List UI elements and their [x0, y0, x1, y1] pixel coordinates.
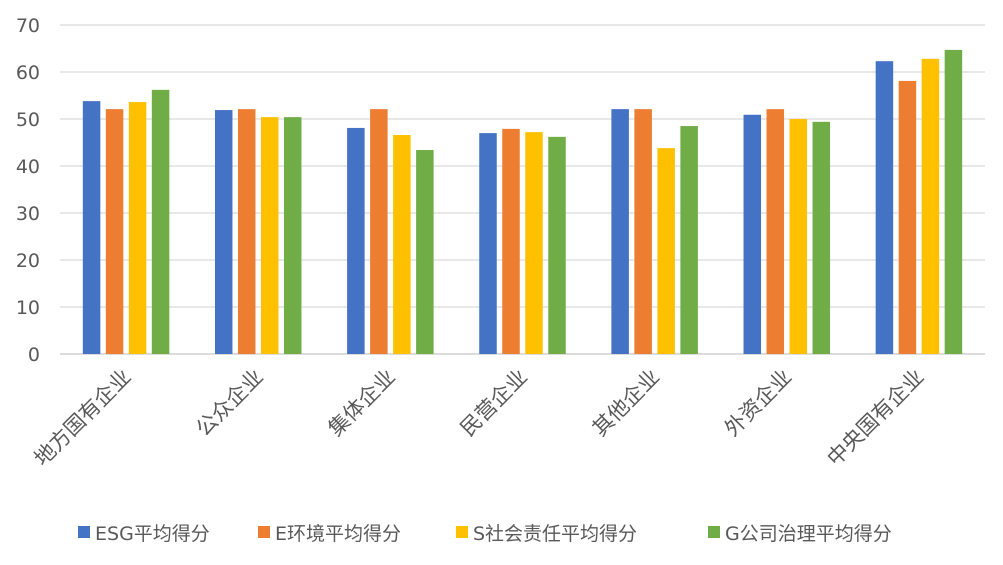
legend-label: S社会责任平均得分	[473, 523, 637, 545]
bar-1-0	[214, 110, 233, 354]
y-tick-label: 30	[16, 203, 40, 225]
bar-3-3	[548, 136, 566, 354]
y-tick-label: 20	[16, 250, 40, 272]
x-tick-label: 公众企业	[191, 365, 267, 441]
gridlines	[60, 24, 985, 355]
x-tick-label: 民营企业	[456, 365, 532, 441]
bar-4-2	[657, 148, 675, 354]
bar-6-2	[921, 58, 940, 355]
x-tick-label: 外资企业	[720, 365, 796, 441]
legend-swatch	[708, 526, 720, 538]
bar-3-2	[525, 132, 543, 354]
bar-1-2	[260, 117, 279, 355]
bar-6-1	[898, 80, 917, 355]
y-tick-label: 70	[16, 15, 40, 37]
x-axis-ticks: 地方国有企业 公众企业 集体企业 民营企业 其他企业 外资企业 中央国有企业	[30, 365, 929, 471]
bars	[82, 49, 963, 355]
legend-swatch	[456, 526, 468, 538]
bar-0-0	[82, 101, 101, 354]
y-tick-label: 40	[16, 156, 40, 178]
legend-swatch	[258, 526, 270, 538]
x-tick-label: 其他企业	[588, 365, 664, 441]
legend-swatch	[78, 526, 90, 538]
bar-5-3	[812, 121, 831, 354]
bar-3-0	[479, 133, 497, 354]
bar-4-1	[634, 109, 652, 354]
bar-0-3	[151, 89, 170, 355]
y-axis-ticks: 0 10 20 30 40 50 60 70	[16, 15, 40, 366]
legend-label: ESG平均得分	[95, 523, 210, 545]
bar-1-1	[237, 109, 256, 354]
bar-5-2	[789, 119, 808, 354]
bar-4-0	[611, 109, 629, 354]
bar-4-3	[680, 126, 698, 354]
x-tick-label: 中央国有企业	[822, 365, 928, 471]
x-tick-label: 集体企业	[324, 365, 400, 441]
bar-2-0	[347, 127, 365, 355]
legend-label: E环境平均得分	[275, 523, 401, 545]
bar-2-1	[370, 109, 388, 354]
bar-6-0	[875, 61, 894, 354]
bar-2-3	[416, 150, 434, 354]
bar-1-3	[283, 117, 302, 355]
legend: ESG平均得分 E环境平均得分 S社会责任平均得分 G公司治理平均得分	[78, 523, 892, 545]
y-tick-label: 60	[16, 62, 40, 84]
y-tick-label: 10	[16, 297, 40, 319]
x-tick-label: 地方国有企业	[30, 365, 136, 471]
bar-0-1	[105, 109, 124, 354]
bar-6-3	[944, 49, 963, 354]
legend-label: G公司治理平均得分	[725, 523, 892, 545]
bar-0-2	[128, 102, 147, 354]
bar-5-1	[766, 109, 785, 354]
y-tick-label: 50	[16, 109, 40, 131]
bar-2-2	[393, 134, 411, 354]
bar-3-1	[502, 128, 520, 354]
bar-5-0	[743, 114, 762, 355]
y-tick-label: 0	[28, 344, 40, 366]
